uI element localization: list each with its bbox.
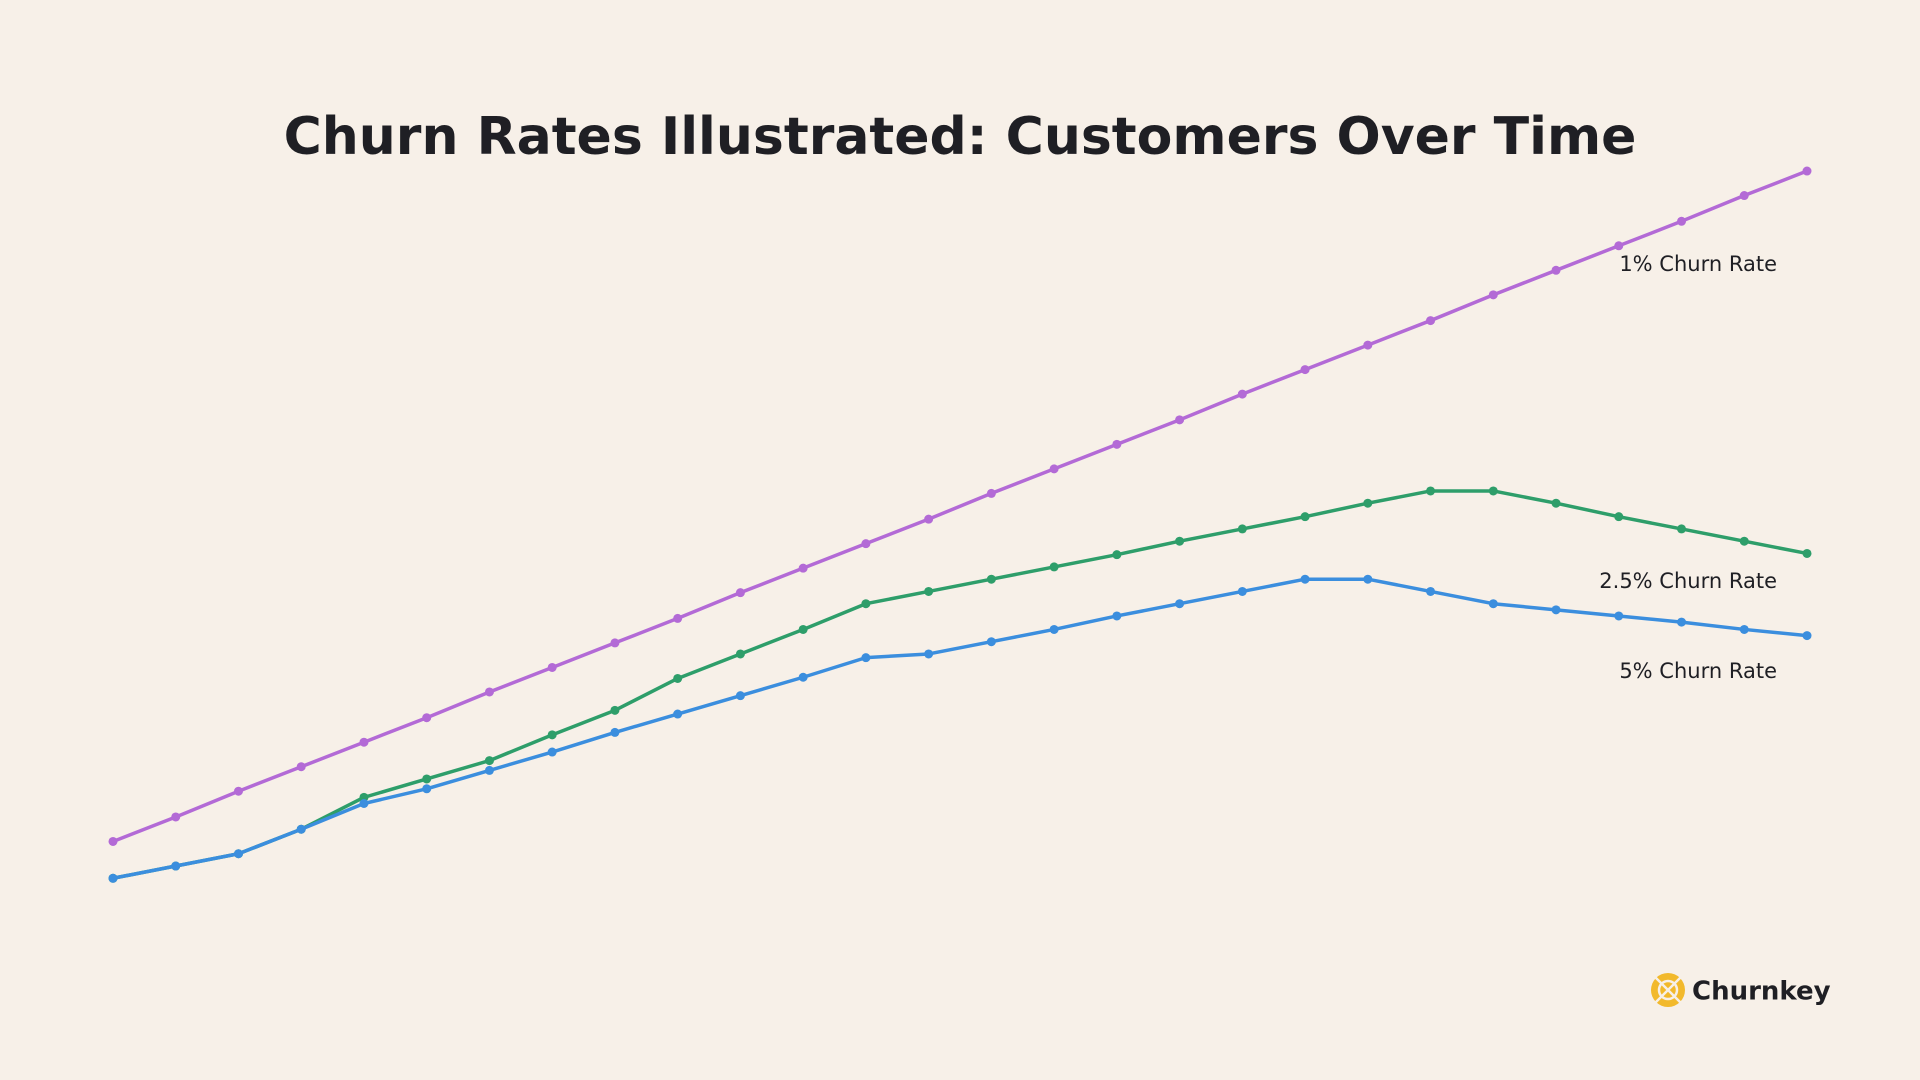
data-point bbox=[1112, 611, 1122, 621]
data-point bbox=[1488, 599, 1498, 609]
data-point bbox=[1677, 524, 1687, 534]
data-point bbox=[1739, 624, 1749, 634]
data-point bbox=[924, 586, 934, 596]
data-point bbox=[735, 691, 745, 701]
data-point bbox=[1237, 586, 1247, 596]
data-point bbox=[1739, 191, 1749, 201]
data-point bbox=[1677, 617, 1687, 627]
data-point bbox=[1363, 340, 1373, 350]
data-point bbox=[610, 705, 620, 715]
brand-logo bbox=[1651, 973, 1685, 1007]
data-point bbox=[1551, 498, 1561, 508]
data-point bbox=[861, 599, 871, 609]
data-point bbox=[547, 730, 557, 740]
data-point bbox=[1551, 265, 1561, 275]
data-point bbox=[1300, 365, 1310, 375]
data-point bbox=[484, 756, 494, 766]
data-point bbox=[924, 649, 934, 659]
data-point bbox=[233, 849, 243, 859]
data-point bbox=[1614, 611, 1624, 621]
data-point bbox=[735, 649, 745, 659]
data-point bbox=[673, 709, 683, 719]
data-point bbox=[673, 613, 683, 623]
data-point bbox=[673, 673, 683, 683]
data-point bbox=[1802, 631, 1812, 641]
data-point bbox=[798, 563, 808, 573]
data-point bbox=[1488, 486, 1498, 496]
chart-title: Churn Rates Illustrated: Customers Over … bbox=[284, 107, 1637, 167]
data-point bbox=[798, 672, 808, 682]
series-label: 5% Churn Rate bbox=[1619, 659, 1777, 683]
data-point bbox=[1363, 574, 1373, 584]
data-point bbox=[422, 713, 432, 723]
data-point bbox=[1300, 512, 1310, 522]
data-point bbox=[1614, 512, 1624, 522]
data-point bbox=[861, 539, 871, 549]
data-point bbox=[1300, 574, 1310, 584]
data-point bbox=[422, 784, 432, 794]
data-point bbox=[1426, 586, 1436, 596]
data-point bbox=[610, 727, 620, 737]
data-point bbox=[986, 637, 996, 647]
data-point bbox=[1175, 599, 1185, 609]
data-point bbox=[986, 488, 996, 498]
data-point bbox=[296, 762, 306, 772]
data-point bbox=[1237, 524, 1247, 534]
data-point bbox=[484, 687, 494, 697]
data-point bbox=[1112, 550, 1122, 560]
data-point bbox=[233, 786, 243, 796]
data-point bbox=[359, 798, 369, 808]
series-line bbox=[112, 577, 1808, 880]
data-point bbox=[359, 737, 369, 747]
data-point bbox=[547, 662, 557, 672]
data-point bbox=[924, 514, 934, 524]
data-point bbox=[1426, 486, 1436, 496]
series-label: 2.5% Churn Rate bbox=[1599, 569, 1777, 593]
data-point bbox=[1426, 316, 1436, 326]
data-point bbox=[171, 861, 181, 871]
data-point bbox=[1614, 241, 1624, 251]
series-line bbox=[112, 169, 1808, 844]
data-point bbox=[1677, 216, 1687, 226]
data-point bbox=[296, 824, 306, 834]
data-point bbox=[484, 765, 494, 775]
data-point bbox=[1049, 624, 1059, 634]
data-point bbox=[108, 836, 118, 846]
brand-name: Churnkey bbox=[1692, 977, 1831, 1007]
data-point bbox=[1049, 562, 1059, 572]
data-point bbox=[610, 638, 620, 648]
data-point bbox=[1739, 536, 1749, 546]
data-point bbox=[1049, 464, 1059, 474]
data-point bbox=[1237, 389, 1247, 399]
data-point bbox=[1488, 290, 1498, 300]
data-point bbox=[1175, 415, 1185, 425]
data-point bbox=[171, 812, 181, 822]
data-point bbox=[1363, 498, 1373, 508]
data-point bbox=[1112, 439, 1122, 449]
data-point bbox=[1551, 605, 1561, 615]
data-point bbox=[861, 653, 871, 663]
data-point bbox=[422, 774, 432, 784]
data-point bbox=[735, 588, 745, 598]
data-point bbox=[1802, 166, 1812, 176]
data-point bbox=[1802, 548, 1812, 558]
data-point bbox=[108, 873, 118, 883]
series-label: 1% Churn Rate bbox=[1619, 252, 1777, 276]
data-point bbox=[1175, 536, 1185, 546]
data-point bbox=[798, 624, 808, 634]
data-point bbox=[986, 574, 996, 584]
series-line bbox=[112, 489, 1808, 880]
data-point bbox=[547, 747, 557, 757]
